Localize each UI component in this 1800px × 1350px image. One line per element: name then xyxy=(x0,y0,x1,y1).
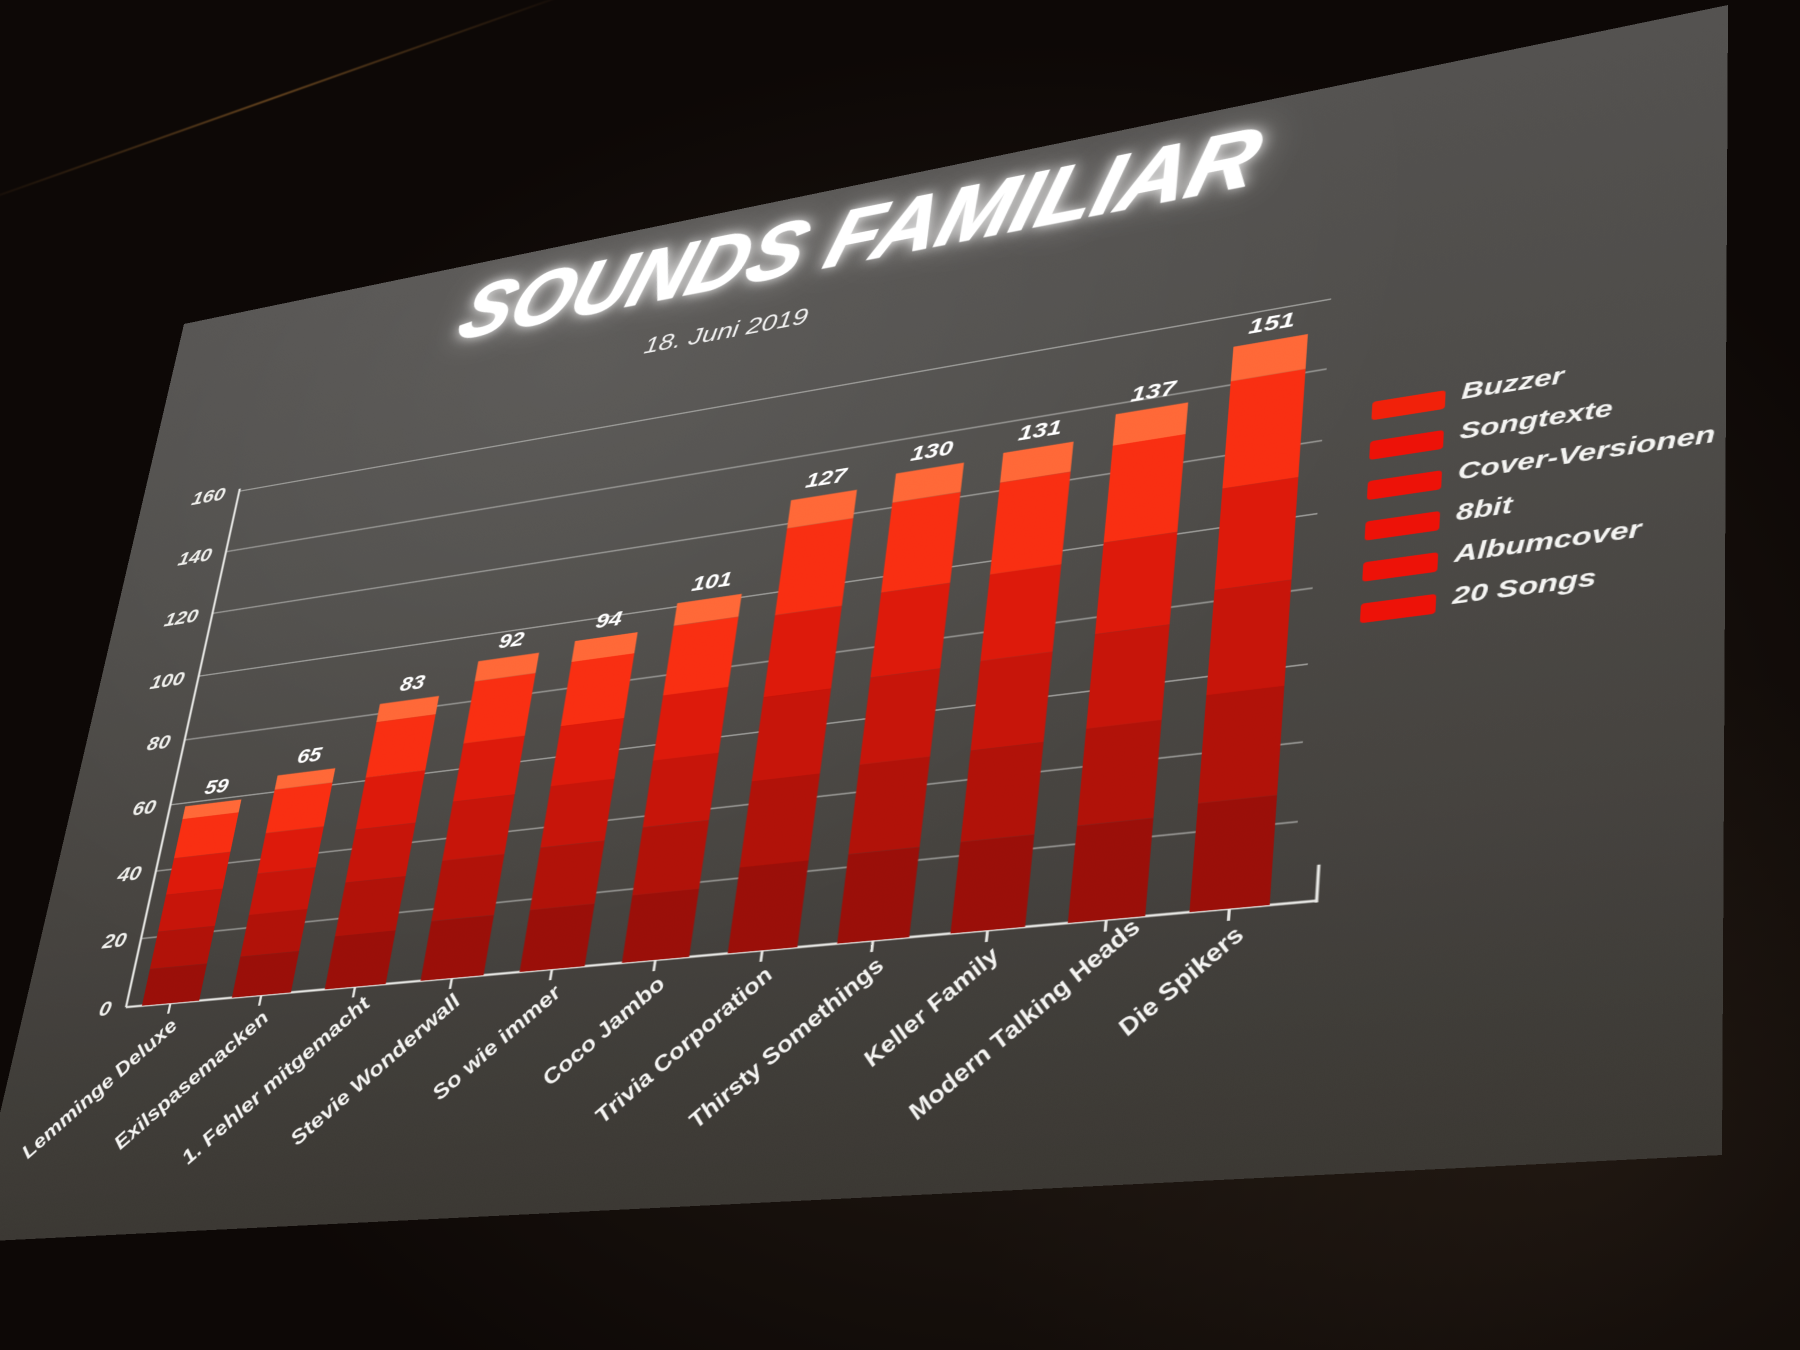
svg-text:83: 83 xyxy=(398,671,427,697)
svg-text:65: 65 xyxy=(295,742,325,768)
svg-text:160: 160 xyxy=(190,483,228,509)
svg-text:140: 140 xyxy=(176,544,214,570)
svg-text:137: 137 xyxy=(1130,375,1179,406)
svg-text:101: 101 xyxy=(690,567,734,596)
svg-text:92: 92 xyxy=(497,627,526,653)
svg-text:120: 120 xyxy=(162,605,200,631)
svg-text:127: 127 xyxy=(804,463,850,492)
svg-text:60: 60 xyxy=(131,795,159,820)
svg-text:130: 130 xyxy=(909,436,954,466)
svg-text:80: 80 xyxy=(145,731,173,756)
svg-text:20: 20 xyxy=(99,928,128,953)
svg-text:0: 0 xyxy=(97,997,114,1021)
svg-text:94: 94 xyxy=(594,607,624,633)
svg-text:59: 59 xyxy=(203,774,231,799)
svg-text:100: 100 xyxy=(148,667,186,693)
svg-text:40: 40 xyxy=(115,861,144,886)
